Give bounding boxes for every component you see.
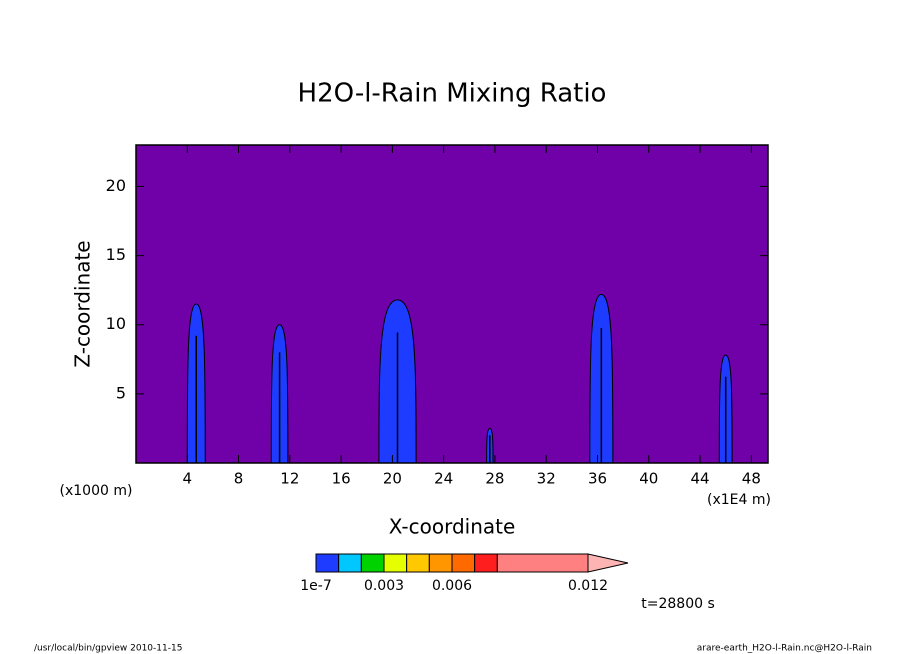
y-tick-label: 20: [106, 176, 126, 195]
x-tick-label: 24: [434, 470, 453, 488]
colorbar-label: 0.006: [432, 578, 472, 594]
x-tick-label: 8: [234, 470, 244, 488]
colorbar-box: [360, 553, 385, 573]
x-tick-label: 40: [639, 470, 658, 488]
y-axis-label: Z-coordinate: [71, 240, 95, 367]
time-label: t=28800 s: [641, 596, 715, 612]
colorbar-box: [451, 553, 476, 573]
colorbar-box: [474, 553, 498, 573]
x-tick-label: 48: [742, 470, 761, 488]
y-tick-label: 10: [106, 314, 126, 333]
x-unit-right: (x1E4 m): [707, 492, 771, 508]
x-tick-label: 36: [588, 470, 607, 488]
colorbar-box: [496, 553, 589, 573]
colorbar-box: [315, 553, 340, 573]
colorbar-box: [383, 553, 408, 573]
x-unit-left: (x1000 m): [60, 483, 133, 499]
footer-left: /usr/local/bin/gpview 2010-11-15: [34, 644, 182, 654]
plot-background: [136, 145, 768, 463]
x-tick-label: 12: [280, 470, 299, 488]
x-tick-label: 4: [183, 470, 193, 488]
y-tick-label: 5: [116, 383, 126, 402]
colorbar-box: [406, 553, 430, 573]
x-axis-label: X-coordinate: [389, 515, 516, 539]
colorbar-label: 1e-7: [300, 578, 331, 594]
colorbar-box: [338, 553, 362, 573]
chart-title: H2O-l-Rain Mixing Ratio: [298, 79, 607, 109]
colorbar-over: [587, 553, 629, 573]
x-tick-label: 20: [383, 470, 402, 488]
x-tick-label: 28: [485, 470, 504, 488]
x-tick-label: 16: [332, 470, 351, 488]
y-tick-label: 15: [106, 245, 126, 264]
colorbar-label: 0.003: [364, 578, 404, 594]
plot-frame: [135, 144, 769, 464]
footer-right: arare-earth_H2O-l-Rain.nc@H2O-l-Rain: [697, 644, 872, 654]
x-tick-label: 44: [691, 470, 710, 488]
x-tick-label: 32: [537, 470, 556, 488]
colorbar-box: [428, 553, 453, 573]
colorbar-label: 0.012: [568, 578, 608, 594]
